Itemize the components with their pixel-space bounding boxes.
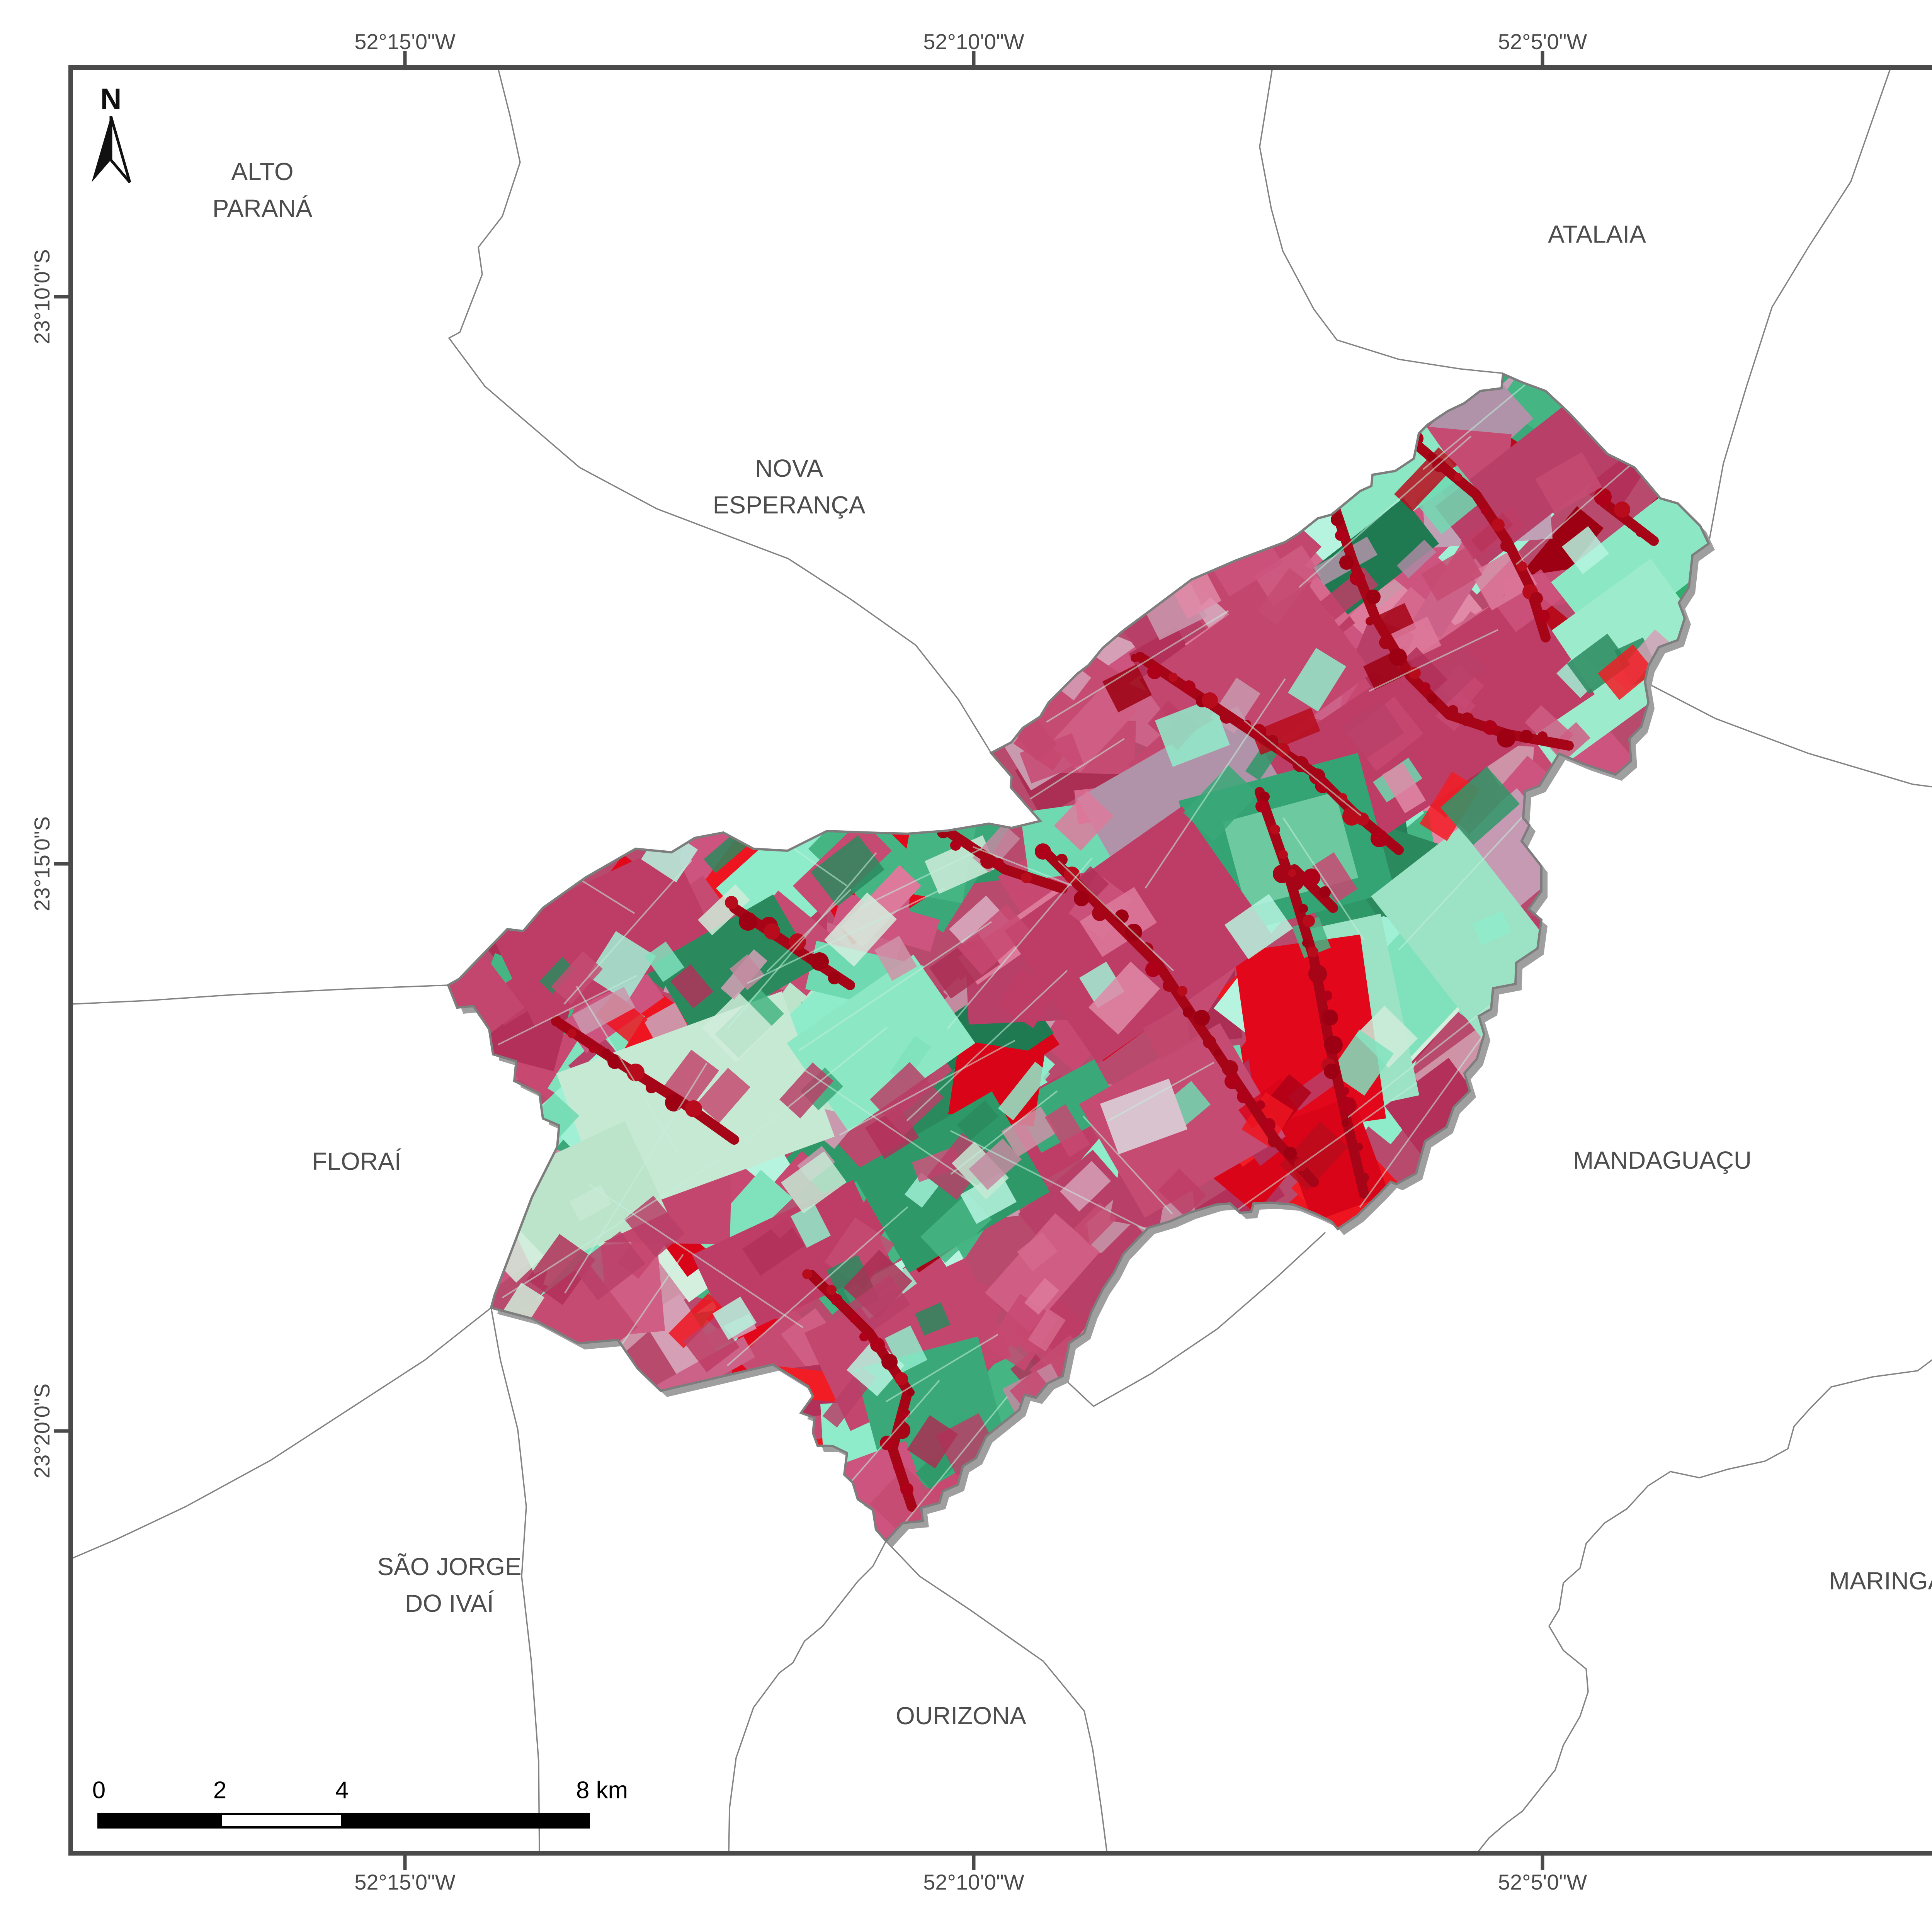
svg-text:23°15'0"S: 23°15'0"S: [30, 816, 54, 911]
svg-text:ALTO: ALTO: [231, 158, 293, 185]
svg-text:MANDAGUAÇU: MANDAGUAÇU: [1573, 1146, 1752, 1174]
svg-text:ESPERANÇA: ESPERANÇA: [713, 491, 866, 519]
svg-text:52°10'0"W: 52°10'0"W: [923, 29, 1024, 54]
svg-text:8 km: 8 km: [576, 1777, 628, 1803]
svg-text:OURIZONA: OURIZONA: [896, 1702, 1026, 1730]
svg-text:52°10'0"W: 52°10'0"W: [923, 1870, 1024, 1894]
svg-text:DO IVAÍ: DO IVAÍ: [405, 1589, 494, 1617]
svg-text:52°5'0"W: 52°5'0"W: [1498, 1870, 1587, 1894]
svg-text:FLORAÍ: FLORAÍ: [312, 1147, 401, 1175]
svg-text:MARINGÁ: MARINGÁ: [1829, 1567, 1932, 1595]
svg-text:0: 0: [92, 1777, 105, 1803]
svg-text:ATALAIA: ATALAIA: [1548, 220, 1646, 248]
svg-text:PARANÁ: PARANÁ: [213, 194, 313, 222]
svg-text:2: 2: [213, 1777, 226, 1803]
svg-text:23°20'0"S: 23°20'0"S: [30, 1383, 54, 1479]
svg-text:52°15'0"W: 52°15'0"W: [354, 29, 456, 54]
svg-text:SÃO JORGE: SÃO JORGE: [377, 1553, 521, 1581]
svg-text:52°15'0"W: 52°15'0"W: [354, 1870, 456, 1894]
svg-text:N: N: [100, 83, 122, 116]
svg-text:4: 4: [335, 1777, 349, 1803]
svg-text:52°5'0"W: 52°5'0"W: [1498, 29, 1587, 54]
svg-text:NOVA: NOVA: [755, 454, 823, 482]
svg-text:23°10'0"S: 23°10'0"S: [30, 249, 54, 344]
